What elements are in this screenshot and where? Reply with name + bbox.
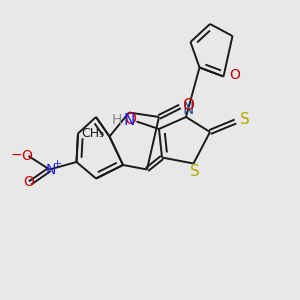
Text: O: O [23, 175, 34, 188]
Text: −: − [11, 148, 22, 161]
Text: O: O [230, 68, 240, 82]
Text: +: + [53, 159, 63, 169]
Text: S: S [240, 112, 249, 127]
Text: N: N [123, 113, 135, 128]
Text: N: N [46, 163, 56, 176]
Text: S: S [190, 164, 200, 178]
Text: CH₃: CH₃ [81, 127, 105, 140]
Text: O: O [124, 112, 136, 128]
Text: H: H [112, 113, 122, 127]
Text: N: N [183, 102, 194, 117]
Text: O: O [22, 149, 32, 163]
Text: O: O [182, 98, 194, 113]
